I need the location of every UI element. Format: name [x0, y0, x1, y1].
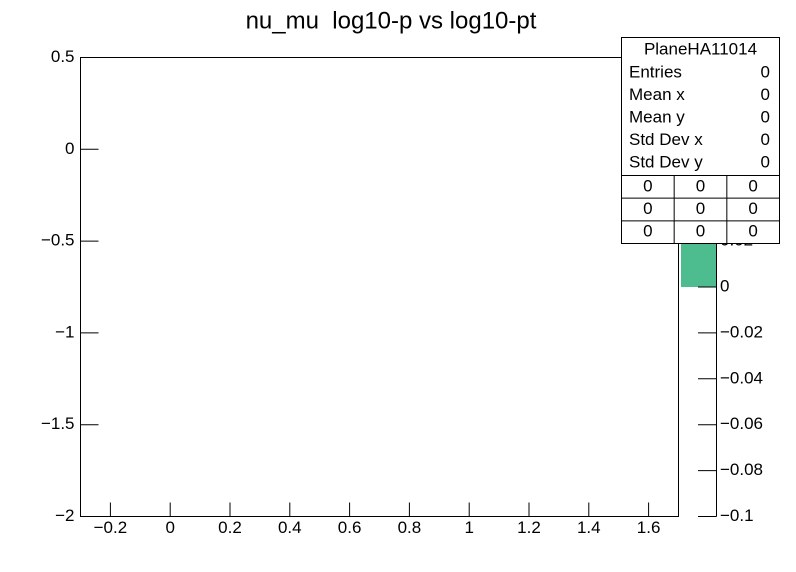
stats-label: Mean y — [629, 107, 685, 126]
stats-value: 0 — [761, 62, 770, 81]
stats-title: PlaneHA11014 — [644, 39, 757, 58]
stats-cell: 0 — [643, 199, 652, 218]
z-tick-label: −0.02 — [720, 322, 763, 341]
z-tick-label: −0.06 — [720, 414, 763, 433]
stats-value: 0 — [761, 85, 770, 104]
y-tick-label: 0 — [65, 139, 74, 158]
z-tick-label: 0 — [720, 276, 729, 295]
stats-cell: 0 — [696, 199, 705, 218]
x-tick-label: 0.6 — [338, 518, 362, 537]
stats-cell: 0 — [643, 222, 652, 241]
x-tick-label: 1.6 — [637, 518, 661, 537]
x-tick-label: 0 — [165, 518, 174, 537]
x-tick-label: 0.4 — [278, 518, 302, 537]
stats-value: 0 — [761, 107, 770, 126]
z-tick-label: −0.08 — [720, 460, 763, 479]
stats-cell: 0 — [696, 222, 705, 241]
chart-title: nu_mu log10-p vs log10-pt — [246, 7, 537, 34]
y-tick-label: −1.5 — [41, 414, 75, 433]
x-tick-label: 1 — [464, 518, 473, 537]
stats-label: Entries — [629, 62, 682, 81]
stats-cell: 0 — [748, 222, 757, 241]
stats-cell: 0 — [643, 176, 652, 195]
y-tick-label: −2 — [55, 506, 74, 525]
y-tick-label: −1 — [55, 322, 74, 341]
stats-value: 0 — [761, 152, 770, 171]
stats-box — [621, 37, 780, 244]
stats-label: Mean x — [629, 85, 685, 104]
stats-cell: 0 — [748, 199, 757, 218]
stats-cell: 0 — [748, 176, 757, 195]
stats-value: 0 — [761, 130, 770, 149]
stats-label: Std Dev y — [629, 152, 703, 171]
z-tick-label: −0.1 — [720, 506, 754, 525]
stats-label: Std Dev x — [629, 130, 703, 149]
x-tick-label: 1.4 — [577, 518, 601, 537]
stats-cell: 0 — [696, 176, 705, 195]
x-tick-label: 0.8 — [398, 518, 422, 537]
x-tick-label: 0.2 — [218, 518, 242, 537]
y-tick-label: −0.5 — [41, 231, 75, 250]
x-tick-label: 1.2 — [517, 518, 541, 537]
y-tick-label: 0.5 — [51, 47, 75, 66]
z-tick-label: −0.04 — [720, 368, 763, 387]
x-tick-label: −0.2 — [94, 518, 128, 537]
plot-frame — [80, 57, 679, 517]
